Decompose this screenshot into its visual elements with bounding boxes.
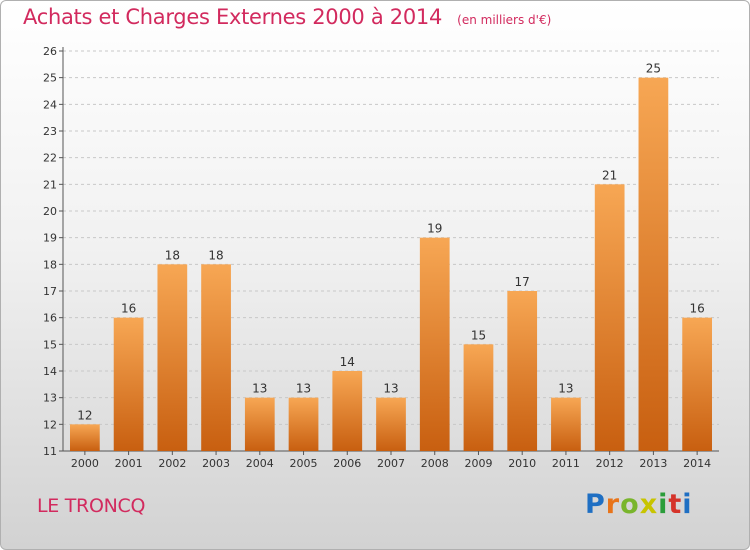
y-tick-label: 21 [43,178,57,191]
y-tick-label: 13 [43,392,57,405]
data-labels: 12 16 18 18 13 13 14 13 19 15 17 13 21 25 16 [77,62,705,423]
logo-letter: i [682,489,693,520]
y-tick-label: 12 [43,418,57,431]
data-label-2008: 19 [427,222,442,236]
x-tick-label-2000: 2000 [71,457,99,470]
logo-letter: x [639,489,659,520]
bar-2000 [69,424,100,451]
title-row: Achats et Charges Externes 2000 à 2014 (… [23,5,551,29]
chart-subtitle: (en milliers d'€) [457,13,552,27]
x-tick-label-2010: 2010 [508,457,536,470]
chart-title: Achats et Charges Externes 2000 à 2014 [23,5,443,29]
data-label-2003: 18 [208,248,223,262]
y-tick-label: 17 [43,285,57,298]
data-label-2000: 12 [77,408,92,422]
x-tick-label-2009: 2009 [464,457,492,470]
y-tick-label: 14 [43,365,57,378]
data-label-2014: 16 [689,302,704,316]
y-tick-label: 23 [43,125,57,138]
logo-letter: P [585,489,606,520]
y-tick-label: 25 [43,72,57,85]
x-tick-label-2004: 2004 [246,457,274,470]
bar-2013 [638,77,669,452]
bar-2005 [288,397,319,451]
bar-2014 [682,317,713,451]
x-tick-label-2007: 2007 [377,457,405,470]
bar-2011 [551,397,581,451]
data-label-2012: 21 [602,168,617,182]
data-label-2002: 18 [165,248,180,262]
y-tick-label: 18 [43,258,57,271]
y-tick-label: 22 [43,152,57,165]
y-tick-label: 26 [43,45,57,58]
x-tick-label-2014: 2014 [683,457,711,470]
logo-letter: t [668,489,683,520]
bar-2008 [419,237,450,451]
data-label-2009: 15 [471,328,486,342]
x-tick-label-2013: 2013 [639,457,667,470]
y-tick-label: 11 [43,445,57,458]
x-tick-label-2003: 2003 [202,457,230,470]
y-tick-label: 16 [43,312,57,325]
bar-2001 [113,317,144,451]
data-label-2013: 25 [646,62,661,76]
x-tick-label-2002: 2002 [158,457,186,470]
data-label-2007: 13 [383,382,398,396]
bar-2007 [376,397,406,451]
bar-2006 [332,371,363,451]
place-name: LE TRONCQ [37,495,146,517]
bar-2002 [157,264,188,451]
x-tick-label-2012: 2012 [596,457,624,470]
data-label-2006: 14 [340,355,355,369]
x-tick-label-2006: 2006 [333,457,361,470]
bar-2004 [244,397,275,451]
x-tick-label-2011: 2011 [552,457,580,470]
logo-letter: i [658,489,669,520]
data-label-2011: 13 [558,382,573,396]
data-label-2010: 17 [515,275,530,289]
proxiti-logo[interactable]: Proxiti [585,489,693,520]
data-label-2004: 13 [252,382,267,396]
x-tick-label-2005: 2005 [290,457,318,470]
bars [69,77,713,452]
bar-2012 [594,184,625,452]
y-tick-label: 15 [43,338,57,351]
logo-letter: o [620,489,640,520]
x-tick-label-2001: 2001 [115,457,143,470]
y-tick-label: 20 [43,205,57,218]
data-label-2005: 13 [296,382,311,396]
data-label-2001: 16 [121,302,136,316]
x-tick-label-2008: 2008 [421,457,449,470]
bar-2010 [507,291,538,451]
bar-2003 [201,264,231,451]
y-tick-label: 24 [43,98,57,111]
bar-2009 [463,344,494,451]
logo-letter: r [605,489,621,520]
y-tick-label: 19 [43,232,57,245]
